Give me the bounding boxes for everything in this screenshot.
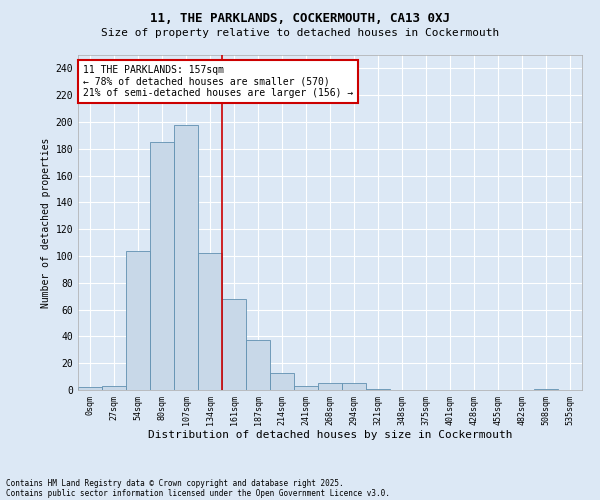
Bar xyxy=(222,299,246,390)
Y-axis label: Number of detached properties: Number of detached properties xyxy=(41,138,52,308)
Bar xyxy=(198,254,222,390)
Text: Contains public sector information licensed under the Open Government Licence v3: Contains public sector information licen… xyxy=(6,488,390,498)
Bar xyxy=(270,372,294,390)
Bar xyxy=(318,384,342,390)
Bar xyxy=(342,384,366,390)
Bar xyxy=(246,340,270,390)
Bar xyxy=(534,388,558,390)
Bar xyxy=(174,124,198,390)
Bar xyxy=(126,250,150,390)
Text: Contains HM Land Registry data © Crown copyright and database right 2025.: Contains HM Land Registry data © Crown c… xyxy=(6,478,344,488)
Bar xyxy=(366,388,390,390)
Bar xyxy=(102,386,126,390)
X-axis label: Distribution of detached houses by size in Cockermouth: Distribution of detached houses by size … xyxy=(148,430,512,440)
Bar xyxy=(150,142,174,390)
Text: Size of property relative to detached houses in Cockermouth: Size of property relative to detached ho… xyxy=(101,28,499,38)
Bar xyxy=(78,388,102,390)
Text: 11 THE PARKLANDS: 157sqm
← 78% of detached houses are smaller (570)
21% of semi-: 11 THE PARKLANDS: 157sqm ← 78% of detach… xyxy=(83,65,353,98)
Text: 11, THE PARKLANDS, COCKERMOUTH, CA13 0XJ: 11, THE PARKLANDS, COCKERMOUTH, CA13 0XJ xyxy=(150,12,450,26)
Bar xyxy=(294,386,318,390)
